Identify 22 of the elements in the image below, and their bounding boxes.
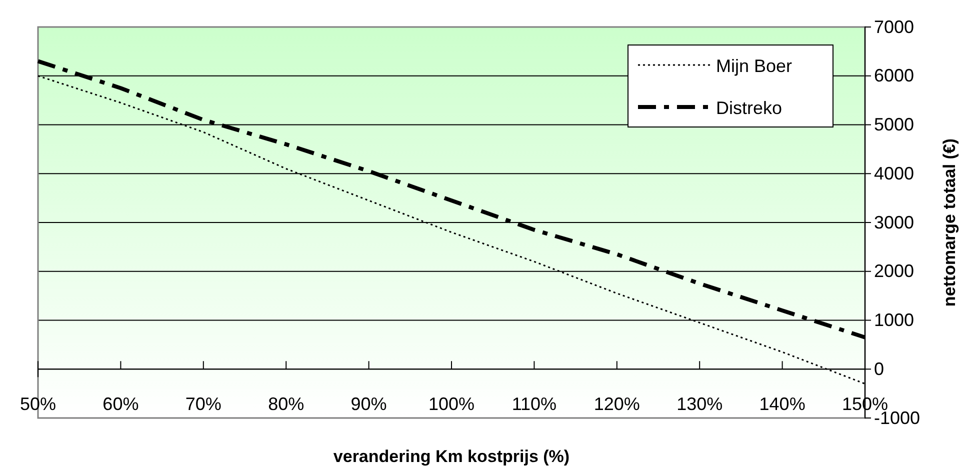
x-tick-label: 100% bbox=[428, 394, 475, 414]
y-tick-label: 2000 bbox=[874, 261, 914, 282]
x-tick-label: 70% bbox=[185, 394, 222, 414]
x-tick-label: 80% bbox=[268, 394, 304, 414]
y-tick-label: 0 bbox=[874, 358, 884, 379]
x-tick-label: 60% bbox=[102, 394, 139, 414]
y-tick-label: 1000 bbox=[874, 310, 914, 330]
legend-label: Mijn Boer bbox=[716, 56, 792, 76]
x-tick-label: 120% bbox=[594, 394, 640, 414]
y-tick-label: 6000 bbox=[874, 66, 914, 86]
x-axis-title: verandering Km kostprijs (%) bbox=[333, 447, 570, 466]
x-tick-label: 130% bbox=[676, 394, 723, 414]
y-tick-label: 3000 bbox=[874, 212, 914, 232]
legend-label: Distreko bbox=[716, 98, 782, 118]
y-tick-label: 5000 bbox=[874, 114, 914, 135]
y-axis-title: nettomarge totaal (€) bbox=[940, 138, 959, 307]
y-tick-label: 4000 bbox=[874, 163, 914, 184]
x-tick-label: 50% bbox=[20, 394, 56, 414]
x-tick-label: 90% bbox=[350, 394, 387, 414]
y-tick-label: 7000 bbox=[874, 16, 914, 37]
x-tick-label: 140% bbox=[759, 394, 806, 414]
x-tick-label: 110% bbox=[512, 394, 557, 414]
